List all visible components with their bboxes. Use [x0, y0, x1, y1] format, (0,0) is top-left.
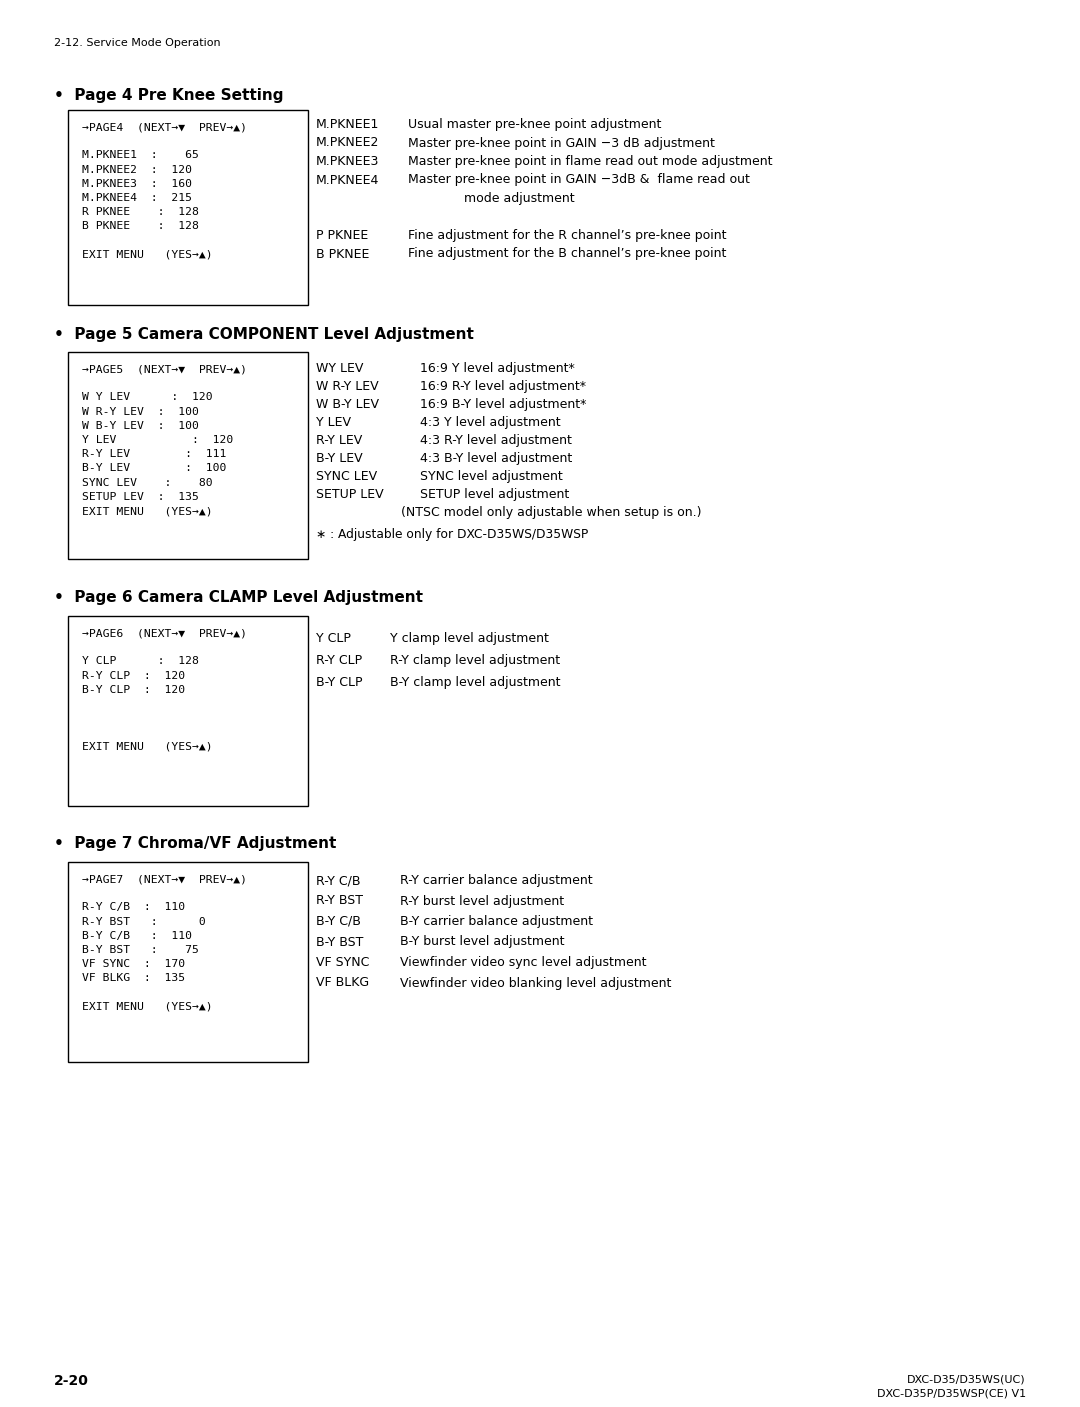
Text: SYNC LEV: SYNC LEV	[316, 470, 377, 483]
Text: B-Y LEV        :  100: B-Y LEV : 100	[82, 463, 227, 473]
Text: W R-Y LEV  :  100: W R-Y LEV : 100	[82, 407, 199, 416]
Bar	[68, 352, 308, 559]
Text: SETUP level adjustment: SETUP level adjustment	[420, 488, 569, 501]
Text: VF SYNC  :  170: VF SYNC : 170	[82, 960, 185, 969]
Text: 16:9 R-Y level adjustment*: 16:9 R-Y level adjustment*	[420, 380, 586, 393]
Text: P PKNEE: P PKNEE	[316, 229, 368, 242]
Bar	[68, 862, 308, 1062]
Text: R-Y LEV: R-Y LEV	[316, 433, 362, 447]
Text: M.PKNEE2  :  120: M.PKNEE2 : 120	[82, 165, 192, 174]
Text: 2-20: 2-20	[54, 1375, 89, 1387]
Text: B PKNEE    :  128: B PKNEE : 128	[82, 221, 199, 231]
Text: •  Page 6 Camera CLAMP Level Adjustment: • Page 6 Camera CLAMP Level Adjustment	[54, 590, 423, 605]
Text: B-Y C/B: B-Y C/B	[316, 915, 361, 929]
Text: EXIT MENU   (YES→▲): EXIT MENU (YES→▲)	[82, 741, 213, 751]
Text: WY LEV: WY LEV	[316, 362, 363, 376]
Text: Y clamp level adjustment: Y clamp level adjustment	[390, 632, 549, 644]
Text: B PKNEE: B PKNEE	[316, 248, 369, 260]
Text: →PAGE6  (NEXT→▼  PREV→▲): →PAGE6 (NEXT→▼ PREV→▲)	[82, 628, 247, 637]
Text: →PAGE7  (NEXT→▼  PREV→▲): →PAGE7 (NEXT→▼ PREV→▲)	[82, 874, 247, 884]
Text: Viewfinder video sync level adjustment: Viewfinder video sync level adjustment	[400, 955, 647, 969]
Text: Viewfinder video blanking level adjustment: Viewfinder video blanking level adjustme…	[400, 976, 672, 989]
Text: M.PKNEE4: M.PKNEE4	[316, 173, 379, 187]
Text: W B-Y LEV: W B-Y LEV	[316, 398, 379, 411]
Text: DXC-D35P/D35WSP(CE) V1: DXC-D35P/D35WSP(CE) V1	[877, 1387, 1026, 1399]
Text: ∗ : Adjustable only for DXC-D35WS/D35WSP: ∗ : Adjustable only for DXC-D35WS/D35WSP	[316, 528, 589, 542]
Text: R-Y BST: R-Y BST	[316, 895, 363, 908]
Text: R-Y C/B  :  110: R-Y C/B : 110	[82, 902, 185, 912]
Text: Y LEV: Y LEV	[316, 416, 351, 429]
Text: B-Y BST   :    75: B-Y BST : 75	[82, 946, 199, 955]
Text: R PKNEE    :  128: R PKNEE : 128	[82, 207, 199, 217]
Text: Y CLP: Y CLP	[316, 632, 351, 644]
Text: M.PKNEE4  :  215: M.PKNEE4 : 215	[82, 193, 192, 203]
Bar	[68, 110, 308, 305]
Text: VF SYNC: VF SYNC	[316, 955, 369, 969]
Text: 16:9 B-Y level adjustment*: 16:9 B-Y level adjustment*	[420, 398, 586, 411]
Text: EXIT MENU   (YES→▲): EXIT MENU (YES→▲)	[82, 1002, 213, 1012]
Text: 2-12. Service Mode Operation: 2-12. Service Mode Operation	[54, 38, 220, 48]
Text: B-Y CLP  :  120: B-Y CLP : 120	[82, 685, 185, 695]
Text: W Y LEV      :  120: W Y LEV : 120	[82, 393, 213, 402]
Text: B-Y carrier balance adjustment: B-Y carrier balance adjustment	[400, 915, 593, 929]
Text: →PAGE5  (NEXT→▼  PREV→▲): →PAGE5 (NEXT→▼ PREV→▲)	[82, 364, 247, 374]
Text: (NTSC model only adjustable when setup is on.): (NTSC model only adjustable when setup i…	[401, 507, 702, 519]
Text: →PAGE4  (NEXT→▼  PREV→▲): →PAGE4 (NEXT→▼ PREV→▲)	[82, 122, 247, 132]
Text: •  Page 7 Chroma/VF Adjustment: • Page 7 Chroma/VF Adjustment	[54, 836, 336, 851]
Text: EXIT MENU   (YES→▲): EXIT MENU (YES→▲)	[82, 250, 213, 260]
Text: B-Y CLP: B-Y CLP	[316, 675, 363, 689]
Text: Usual master pre-knee point adjustment: Usual master pre-knee point adjustment	[408, 118, 661, 131]
Text: B-Y LEV: B-Y LEV	[316, 452, 363, 464]
Text: VF BLKG: VF BLKG	[316, 976, 369, 989]
Text: SETUP LEV: SETUP LEV	[316, 488, 383, 501]
Text: SYNC level adjustment: SYNC level adjustment	[420, 470, 563, 483]
Text: DXC-D35/D35WS(UC): DXC-D35/D35WS(UC)	[907, 1375, 1026, 1384]
Text: SETUP LEV  :  135: SETUP LEV : 135	[82, 492, 199, 502]
Text: Master pre-knee point in GAIN −3 dB adjustment: Master pre-knee point in GAIN −3 dB adju…	[408, 136, 715, 149]
Text: R-Y LEV        :  111: R-Y LEV : 111	[82, 449, 227, 459]
Text: R-Y burst level adjustment: R-Y burst level adjustment	[400, 895, 564, 908]
Text: Fine adjustment for the B channel’s pre-knee point: Fine adjustment for the B channel’s pre-…	[408, 248, 727, 260]
Text: •  Page 5 Camera COMPONENT Level Adjustment: • Page 5 Camera COMPONENT Level Adjustme…	[54, 326, 474, 342]
Text: EXIT MENU   (YES→▲): EXIT MENU (YES→▲)	[82, 507, 213, 516]
Text: M.PKNEE1: M.PKNEE1	[316, 118, 379, 131]
Text: 4:3 R-Y level adjustment: 4:3 R-Y level adjustment	[420, 433, 572, 447]
Text: M.PKNEE3  :  160: M.PKNEE3 : 160	[82, 179, 192, 189]
Text: Y LEV           :  120: Y LEV : 120	[82, 435, 233, 445]
Text: 4:3 Y level adjustment: 4:3 Y level adjustment	[420, 416, 561, 429]
Text: R-Y C/B: R-Y C/B	[316, 874, 361, 886]
Text: B-Y C/B   :  110: B-Y C/B : 110	[82, 931, 192, 941]
Text: W R-Y LEV: W R-Y LEV	[316, 380, 379, 393]
Text: R-Y CLP  :  120: R-Y CLP : 120	[82, 671, 185, 681]
Text: mode adjustment: mode adjustment	[408, 191, 575, 205]
Text: R-Y CLP: R-Y CLP	[316, 654, 362, 667]
Text: Master pre-knee point in flame read out mode adjustment: Master pre-knee point in flame read out …	[408, 155, 772, 167]
Bar	[68, 616, 308, 806]
Text: B-Y burst level adjustment: B-Y burst level adjustment	[400, 936, 565, 948]
Text: W B-Y LEV  :  100: W B-Y LEV : 100	[82, 421, 199, 431]
Text: B-Y BST: B-Y BST	[316, 936, 363, 948]
Text: B-Y clamp level adjustment: B-Y clamp level adjustment	[390, 675, 561, 689]
Text: 4:3 B-Y level adjustment: 4:3 B-Y level adjustment	[420, 452, 572, 464]
Text: R-Y clamp level adjustment: R-Y clamp level adjustment	[390, 654, 561, 667]
Text: Master pre-knee point in GAIN −3dB &  flame read out: Master pre-knee point in GAIN −3dB & fla…	[408, 173, 750, 187]
Text: Y CLP      :  128: Y CLP : 128	[82, 657, 199, 667]
Text: M.PKNEE1  :    65: M.PKNEE1 : 65	[82, 151, 199, 160]
Text: M.PKNEE3: M.PKNEE3	[316, 155, 379, 167]
Text: SYNC LEV    :    80: SYNC LEV : 80	[82, 477, 213, 488]
Text: VF BLKG  :  135: VF BLKG : 135	[82, 974, 185, 983]
Text: R-Y BST   :      0: R-Y BST : 0	[82, 916, 206, 927]
Text: M.PKNEE2: M.PKNEE2	[316, 136, 379, 149]
Text: Fine adjustment for the R channel’s pre-knee point: Fine adjustment for the R channel’s pre-…	[408, 229, 727, 242]
Text: R-Y carrier balance adjustment: R-Y carrier balance adjustment	[400, 874, 593, 886]
Text: •  Page 4 Pre Knee Setting: • Page 4 Pre Knee Setting	[54, 89, 283, 103]
Text: 16:9 Y level adjustment*: 16:9 Y level adjustment*	[420, 362, 575, 376]
